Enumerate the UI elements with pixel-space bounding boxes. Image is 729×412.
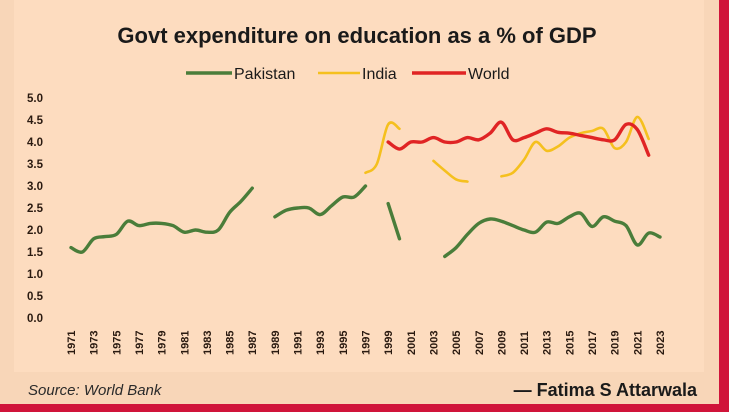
series-line-pakistan — [386, 201, 402, 241]
chart-title: Govt expenditure on education as a % of … — [117, 23, 596, 48]
series-line-pakistan — [273, 184, 368, 219]
x-tick-label: 1989 — [270, 331, 282, 355]
legend: Pakistan India World — [186, 66, 510, 83]
y-tick-label: 0.0 — [27, 313, 43, 325]
x-axis: 1971 1973 1975 1977 1979 1981 1983 1985 1987 1989… — [66, 331, 667, 355]
y-tick-label: 1.0 — [27, 269, 43, 281]
x-tick-label: 1987 — [247, 331, 259, 355]
x-tick-label: 1975 — [111, 331, 123, 355]
legend-label-india: India — [362, 66, 397, 83]
series-line-world — [386, 120, 651, 157]
legend-label-world: World — [468, 66, 510, 83]
x-tick-label: 2011 — [519, 331, 531, 355]
x-tick-label: 1971 — [66, 331, 78, 355]
series-line-pakistan — [443, 211, 662, 259]
series-line-india — [364, 121, 401, 175]
y-tick-label: 4.0 — [27, 137, 43, 149]
y-tick-label: 2.0 — [27, 225, 43, 237]
y-tick-label: 3.0 — [27, 181, 43, 193]
plot-lines — [69, 115, 662, 259]
right-border — [719, 0, 729, 412]
x-tick-label: 2023 — [655, 331, 667, 355]
x-tick-label: 1983 — [202, 331, 214, 355]
x-tick-label: 1991 — [293, 331, 305, 355]
x-tick-label: 1993 — [315, 331, 327, 355]
y-tick-label: 2.5 — [27, 203, 44, 215]
chart-panel — [14, 0, 704, 372]
x-tick-label: 1973 — [89, 331, 101, 355]
y-tick-label: 0.5 — [27, 291, 44, 303]
bottom-border — [0, 404, 729, 412]
x-tick-label: 1979 — [157, 331, 169, 355]
y-tick-label: 5.0 — [27, 93, 43, 105]
x-tick-label: 2015 — [564, 331, 576, 355]
x-tick-label: 1997 — [361, 331, 373, 355]
y-axis: 0.0 0.5 1.0 1.5 2.0 2.5 3.0 3.5 4.0 4.5 5.0 — [27, 93, 44, 325]
x-tick-label: 1995 — [338, 331, 350, 355]
y-tick-label: 3.5 — [27, 159, 44, 171]
x-tick-label: 1977 — [134, 331, 146, 355]
x-tick-label: 1985 — [225, 331, 237, 355]
legend-label-pakistan: Pakistan — [234, 66, 295, 83]
source-note: Source: World Bank — [28, 382, 163, 399]
x-tick-label: 2007 — [474, 331, 486, 355]
x-tick-label: 2017 — [587, 331, 599, 355]
x-tick-label: 2009 — [496, 331, 508, 355]
author-credit: — Fatima S Attarwala — [514, 380, 698, 400]
series-line-india — [432, 159, 469, 183]
x-tick-label: 2013 — [542, 331, 554, 355]
x-tick-label: 1981 — [179, 331, 191, 355]
x-tick-label: 2021 — [632, 331, 644, 355]
y-tick-label: 4.5 — [27, 115, 44, 127]
y-tick-label: 1.5 — [27, 247, 44, 259]
x-tick-label: 2001 — [406, 331, 418, 355]
x-tick-label: 2005 — [451, 331, 463, 355]
series-line-pakistan — [69, 186, 254, 254]
x-tick-label: 2003 — [428, 331, 440, 355]
x-tick-label: 2019 — [610, 331, 622, 355]
x-tick-label: 1999 — [383, 331, 395, 355]
